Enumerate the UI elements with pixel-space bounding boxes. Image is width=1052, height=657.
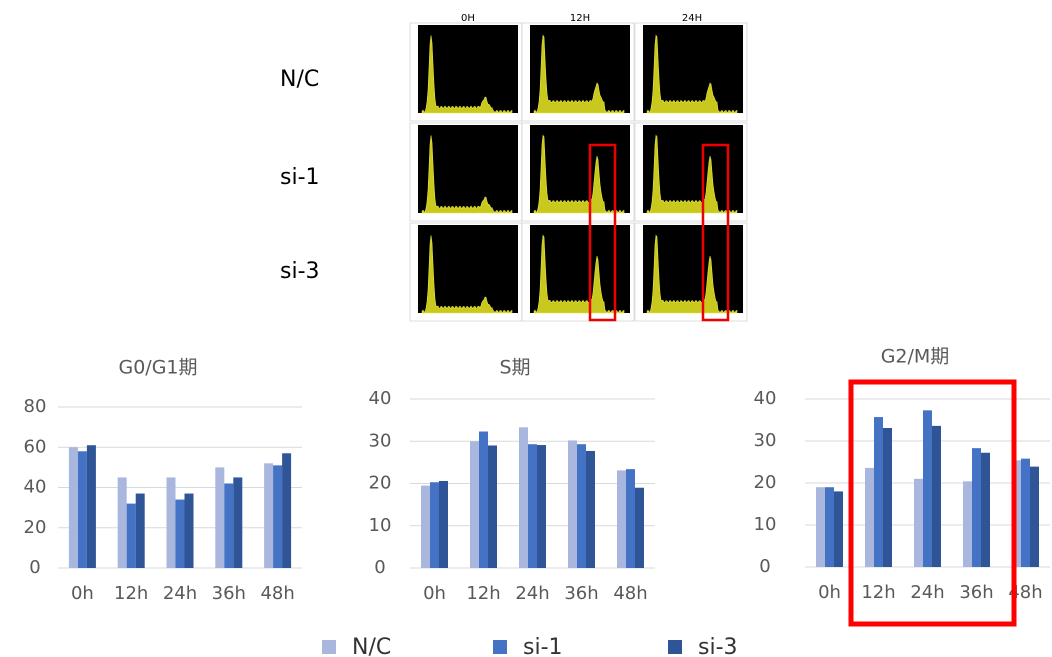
bar: si-3 [136, 494, 145, 568]
bar: si-3 [87, 445, 96, 568]
x-tick-label: 24h [515, 583, 549, 604]
bar: N/C [617, 470, 626, 568]
chart-title: S期 [499, 357, 530, 379]
bar: si-1 [923, 410, 932, 567]
bar: N/C [914, 479, 923, 567]
bar: si-1 [528, 444, 537, 568]
bar: N/C [215, 467, 224, 568]
y-tick-label: 40 [754, 388, 777, 409]
bar: si-3 [488, 445, 497, 568]
row-label: N/C [280, 67, 319, 92]
bar: N/C [519, 427, 528, 568]
bar: si-1 [577, 444, 586, 568]
y-tick-label: 10 [754, 514, 777, 535]
bar: N/C [963, 481, 972, 567]
bar: si-1 [479, 432, 488, 568]
x-tick-label: 0h [71, 583, 94, 604]
bar: si-1 [224, 483, 233, 568]
legend-swatch [493, 640, 507, 654]
chart-title: G2/M期 [881, 346, 950, 368]
x-tick-label: 24h [910, 582, 944, 603]
bar: si-1 [972, 448, 981, 567]
x-tick-label: 36h [959, 582, 993, 603]
legend-swatch [322, 640, 336, 654]
bar: N/C [816, 487, 825, 567]
x-tick-label: 24h [163, 583, 197, 604]
bar: si-3 [185, 494, 194, 568]
y-tick-label: 20 [24, 517, 47, 538]
column-label: 0H [461, 13, 475, 24]
x-tick-label: 0h [818, 582, 841, 603]
row-label: si-1 [280, 165, 320, 190]
y-tick-label: 30 [369, 430, 392, 451]
bar: si-1 [176, 500, 185, 568]
bar: si-3 [834, 491, 843, 567]
bar: N/C [69, 447, 78, 568]
bar: N/C [865, 468, 874, 567]
y-tick-label: 10 [369, 515, 392, 536]
legend-swatch [668, 640, 682, 654]
bar: si-3 [537, 445, 546, 568]
bar: si-3 [233, 477, 242, 568]
bar: si-1 [626, 469, 635, 568]
x-tick-label: 0h [423, 583, 446, 604]
legend-label: si-1 [523, 635, 563, 657]
y-tick-label: 0 [374, 557, 385, 578]
bar: si-3 [439, 481, 448, 568]
legend-label: N/C [352, 635, 391, 657]
bar: si-3 [932, 426, 941, 567]
bar: si-1 [430, 482, 439, 568]
y-tick-label: 60 [24, 436, 47, 457]
x-tick-label: 48h [613, 583, 647, 604]
bar: si-1 [127, 504, 136, 568]
bar: N/C [167, 477, 176, 568]
bar: si-3 [981, 453, 990, 567]
bar: N/C [421, 486, 430, 568]
y-tick-label: 40 [24, 477, 47, 498]
bar: si-3 [282, 453, 291, 568]
bar: N/C [470, 441, 479, 568]
x-tick-label: 12h [861, 582, 895, 603]
y-tick-label: 20 [754, 472, 777, 493]
flow-panel: 0H 12H 24H N/C si-1 si-3 [280, 13, 747, 321]
x-tick-label: 36h [212, 583, 246, 604]
legend-item: si-1 [493, 635, 563, 657]
column-label: 24H [682, 13, 702, 24]
y-tick-label: 40 [369, 388, 392, 409]
bar: si-3 [635, 488, 644, 568]
legend-label: si-3 [698, 635, 738, 657]
chart-title: G0/G1期 [118, 357, 197, 379]
column-label: 12H [570, 13, 590, 24]
x-tick-label: 12h [114, 583, 148, 604]
bar: si-1 [273, 465, 282, 568]
bar: N/C [264, 463, 273, 568]
y-tick-label: 80 [24, 396, 47, 417]
x-tick-label: 36h [564, 583, 598, 604]
y-tick-label: 0 [29, 557, 40, 578]
y-tick-label: 20 [369, 473, 392, 494]
bar: N/C [118, 477, 127, 568]
y-tick-label: 0 [759, 556, 770, 577]
x-tick-label: 48h [260, 583, 294, 604]
bar: si-3 [1030, 467, 1039, 567]
bar: si-3 [883, 428, 892, 567]
bar: N/C [568, 440, 577, 568]
legend-item: si-3 [668, 635, 738, 657]
bar: si-1 [78, 451, 87, 568]
y-tick-label: 30 [754, 430, 777, 451]
x-tick-label: 12h [466, 583, 500, 604]
row-label: si-3 [280, 259, 320, 284]
bar: si-1 [874, 417, 883, 567]
bar: si-1 [1021, 459, 1030, 567]
bar: si-3 [586, 451, 595, 568]
figure: 0H 12H 24H N/C si-1 si-3 0204060800hN/Cs… [0, 0, 1052, 657]
legend-item: N/C [322, 635, 391, 657]
bar: si-1 [825, 487, 834, 567]
